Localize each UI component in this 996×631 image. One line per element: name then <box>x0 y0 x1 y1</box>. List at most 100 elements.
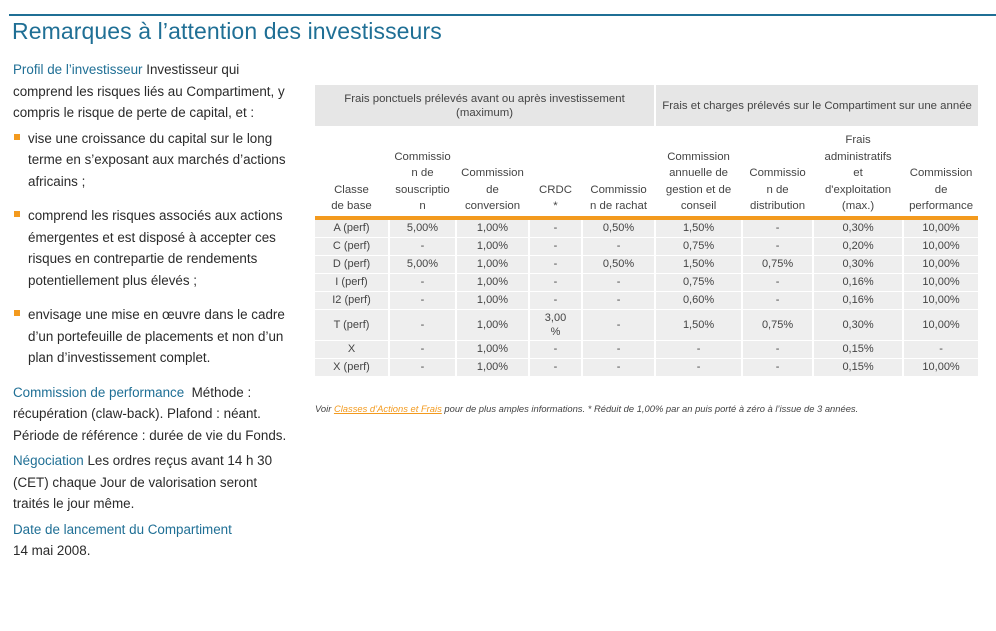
column-distribution-cell: 0,75% <box>741 309 814 341</box>
column-subscription-cell: 5,00% <box>388 255 456 274</box>
column-class-cell: X (perf) <box>315 358 389 377</box>
column-class-cell: I (perf) <box>315 273 389 292</box>
table-row: I (perf) -1,00% - -0,75% -0,16% 10,00% <box>315 273 979 292</box>
trading-text: Les ordres reçus avant 14 h 30 (CET) cha… <box>13 453 273 511</box>
column-redemption-cell: 0,50% <box>580 217 656 238</box>
group-header-annual: Frais et charges prélevés sur le Compart… <box>654 85 979 126</box>
column-admin-cell: 0,16% <box>812 291 904 310</box>
bullet-item: vise une croissance du capital sur le lo… <box>13 128 293 193</box>
performance-fee-text: Méthode : récupération (claw-back). Plaf… <box>13 384 287 443</box>
column-conversion-cell: 1,00% <box>455 217 529 238</box>
column-redemption-cell: 0,50% <box>580 255 656 274</box>
column-distribution-cell: - <box>741 340 814 359</box>
column-redemption-cell: - <box>580 340 656 359</box>
column-crdc-cell: - <box>528 217 582 238</box>
share-classes-link[interactable]: Classes d’Actions et Frais <box>333 403 442 414</box>
column-performance-cell: 10,00% <box>902 358 979 377</box>
group-header-one-off: Frais ponctuels prélevés avant ou après … <box>315 85 656 126</box>
column-management-cell: - <box>654 358 743 377</box>
column-admin-cell: 0,30% <box>812 255 904 274</box>
column-subscription-cell: - <box>388 237 456 256</box>
column-subscription-cell: 5,00% <box>388 217 456 238</box>
column-performance-cell: 10,00% <box>902 291 979 310</box>
column-conversion-cell: 1,00% <box>455 255 529 274</box>
column-crdc-cell: - <box>528 237 582 256</box>
column-redemption-header: Commissio n de rachat <box>580 132 656 220</box>
investor-profile-text: Investisseur qui comprend les risques li… <box>13 62 285 120</box>
column-subscription-cell: - <box>388 358 456 377</box>
table-row: I2 (perf) -1,00% - -0,60% -0,16% 10,00% <box>315 291 979 310</box>
column-performance-header: Commission de performance <box>902 132 979 220</box>
column-management-cell: 1,50% <box>654 309 743 341</box>
performance-fee: Commission de performance Méthode : récu… <box>13 382 293 447</box>
column-conversion-cell: 1,00% <box>455 358 529 377</box>
column-conversion-cell: 1,00% <box>455 309 529 341</box>
column-crdc-cell: - <box>528 358 582 377</box>
column-admin-cell: 0,20% <box>812 237 904 256</box>
column-class-cell: I2 (perf) <box>315 291 389 310</box>
table-row: X -1,00% - - - -0,15% - <box>315 340 979 359</box>
trading: Négociation Les ordres reçus avant 14 h … <box>13 450 293 515</box>
column-management-cell: 1,50% <box>654 217 743 238</box>
column-conversion-header: Commission de conversion <box>455 132 529 220</box>
table-row: A (perf) 5,00% 1,00% -0,50% 1,50% -0,30% 10,00… <box>315 217 979 238</box>
column-distribution-cell: 0,75% <box>741 255 814 274</box>
column-redemption-cell: - <box>580 358 656 377</box>
column-class-cell: A (perf) <box>315 217 389 238</box>
column-crdc-header: CRDC * <box>528 132 582 220</box>
trading-label: Négociation <box>13 453 84 468</box>
column-subscription-header: Commissio n de souscriptio n <box>388 132 456 220</box>
column-class-cell: D (perf) <box>315 255 389 274</box>
column-management-cell: - <box>654 340 743 359</box>
page-title: Remarques à l’attention des investisseur… <box>12 18 442 44</box>
column-redemption-cell: - <box>580 237 656 256</box>
launch: Date de lancement du Compartiment 14 mai… <box>13 519 293 562</box>
column-class-cell: X <box>315 340 389 359</box>
investor-profile-label: Profil de l’investisseur <box>13 62 143 77</box>
footnote-prefix: Voir <box>315 403 332 414</box>
column-admin-cell: 0,15% <box>812 358 904 377</box>
investor-profile-bullets: vise une croissance du capital sur le lo… <box>13 128 293 369</box>
column-performance-cell: - <box>902 340 979 359</box>
table-row: D (perf) 5,00% 1,00% -0,50% 1,50% 0,75% 0,30% 1… <box>315 255 979 274</box>
column-subscription-cell: - <box>388 273 456 292</box>
column-distribution-cell: - <box>741 291 814 310</box>
column-crdc-cell: - <box>528 273 582 292</box>
fees-table: Frais ponctuels prélevés avant ou après … <box>315 85 979 377</box>
column-distribution-cell: - <box>741 273 814 292</box>
column-performance-cell: 10,00% <box>902 255 979 274</box>
column-redemption-cell: - <box>580 291 656 310</box>
column-crdc-cell: 3,00% <box>528 309 582 341</box>
column-class-header: Classe de base <box>315 132 389 220</box>
column-management-cell: 0,75% <box>654 273 743 292</box>
launch-date: 14 mai 2008. <box>13 543 91 558</box>
column-distribution-header: Commissio n de distribution <box>741 132 814 220</box>
column-conversion-cell: 1,00% <box>455 237 529 256</box>
column-management-cell: 1,50% <box>654 255 743 274</box>
column-admin-cell: 0,16% <box>812 273 904 292</box>
column-management-cell: 0,75% <box>654 237 743 256</box>
bullet-item: envisage une mise en œuvre dans le cadre… <box>13 304 293 369</box>
column-crdc-cell: - <box>528 291 582 310</box>
investor-notes: Profil de l’investisseur Investisseur qu… <box>13 59 293 566</box>
column-class-cell: C (perf) <box>315 237 389 256</box>
column-management-header: Commission annuelle de gestion et de consei… <box>654 132 743 220</box>
fees-column-header-row: Classe de base Commissio n de souscriptio n Co… <box>315 132 979 220</box>
column-performance-cell: 10,00% <box>902 237 979 256</box>
fees-group-header-row: Frais ponctuels prélevés avant ou après … <box>315 85 979 126</box>
column-conversion-cell: 1,00% <box>455 340 529 359</box>
column-conversion-cell: 1,00% <box>455 291 529 310</box>
top-rule <box>9 14 996 16</box>
footnote: Voir Classes d’Actions et Frais pour de … <box>315 403 985 414</box>
column-redemption-cell: - <box>580 309 656 341</box>
column-crdc-cell: - <box>528 340 582 359</box>
column-admin-header: Frais administratifs et d'exploitation (max.… <box>812 132 904 220</box>
footnote-text: pour de plus amples informations. * Rédu… <box>444 403 859 414</box>
column-management-cell: 0,60% <box>654 291 743 310</box>
performance-fee-label: Commission de performance <box>13 384 185 400</box>
column-distribution-cell: - <box>741 217 814 238</box>
column-distribution-cell: - <box>741 358 814 377</box>
table-row: X (perf) -1,00% - - - -0,15% 10,00% <box>315 358 979 377</box>
column-distribution-cell: - <box>741 237 814 256</box>
column-class-cell: T (perf) <box>315 309 389 341</box>
